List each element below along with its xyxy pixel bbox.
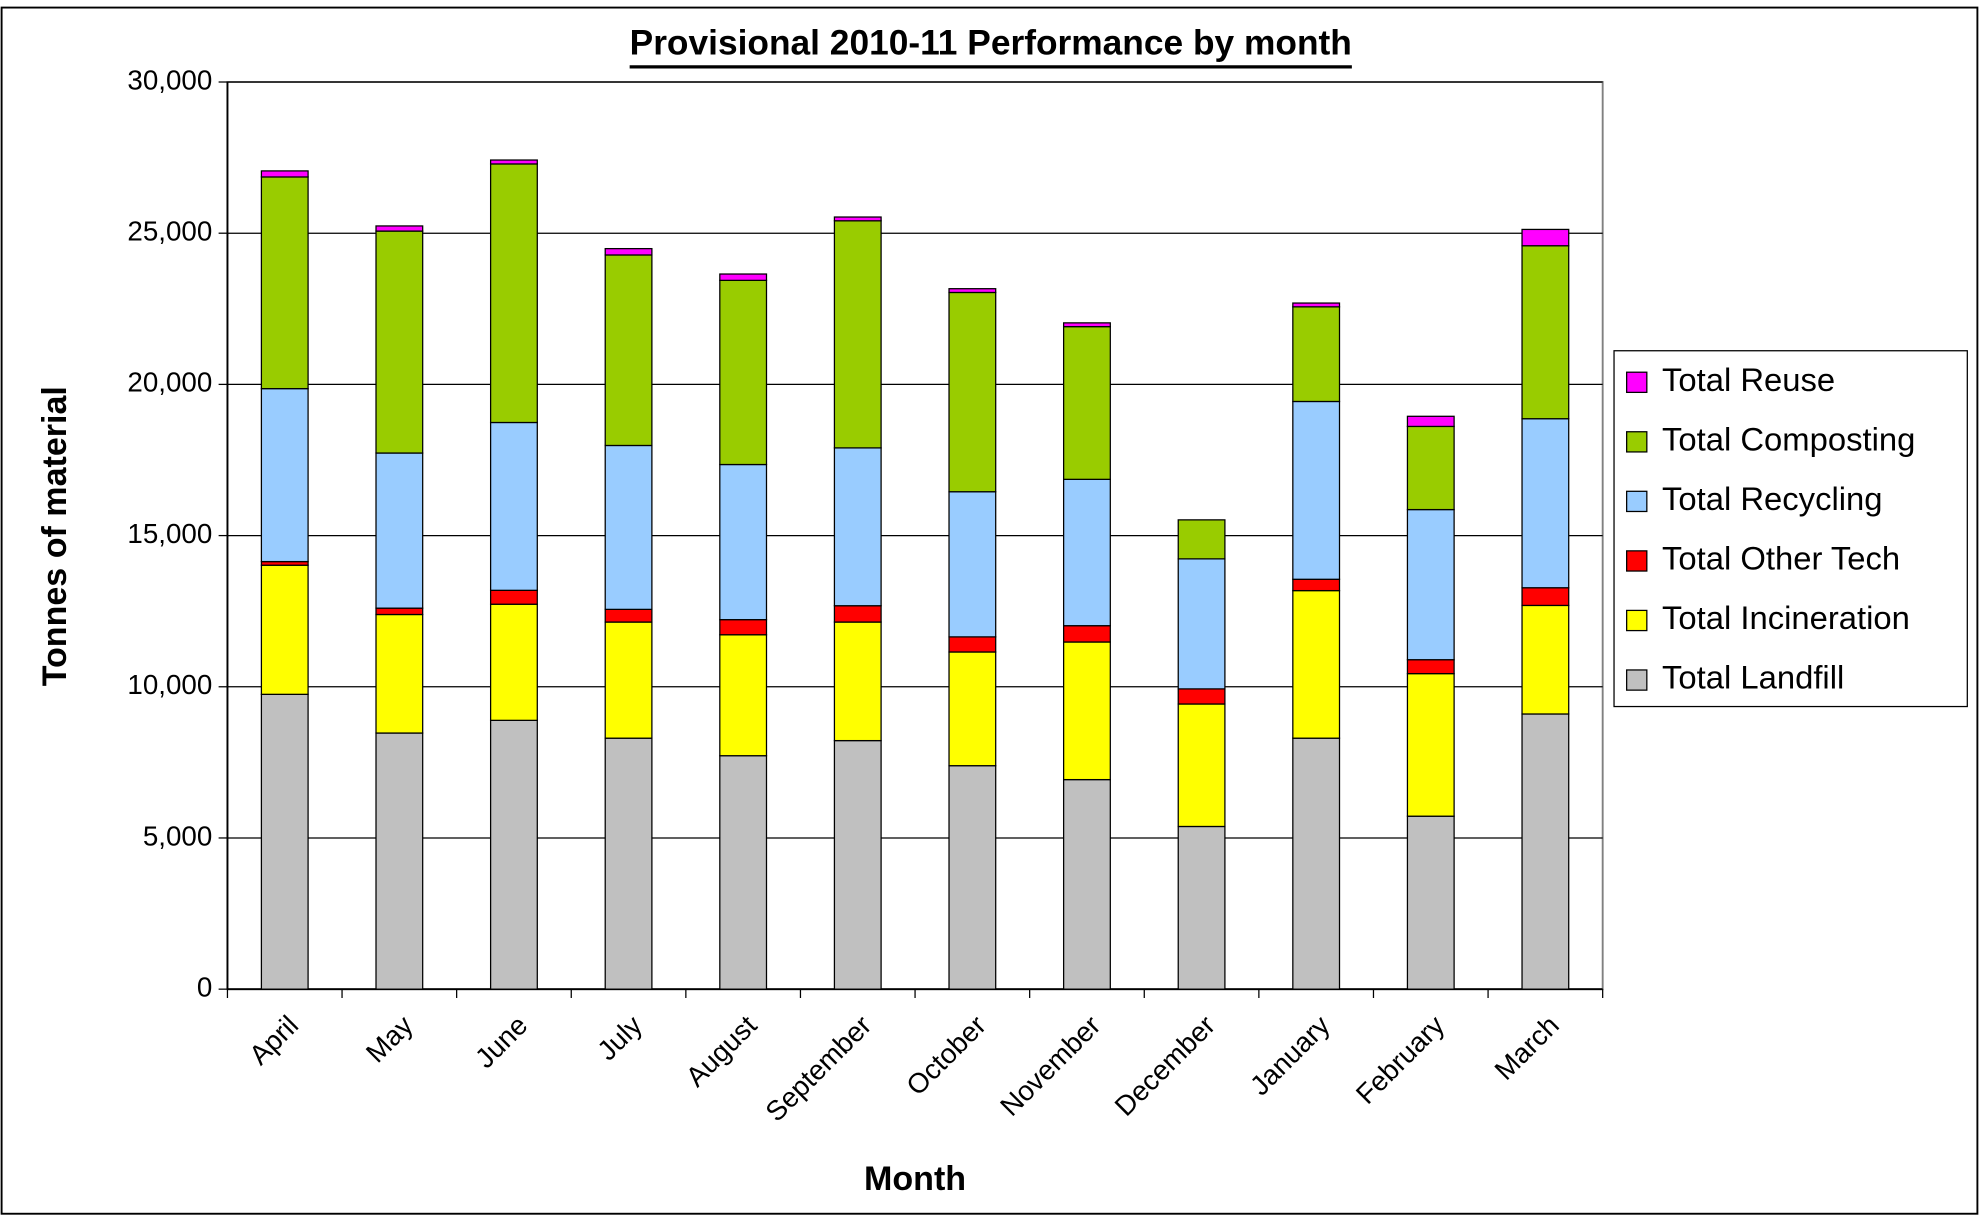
bar-segment <box>1521 245 1570 420</box>
bar-segment <box>948 651 997 767</box>
bar-segment <box>375 452 424 609</box>
y-axis-label: Tonnes of material <box>36 386 74 686</box>
bar-segment <box>1177 519 1226 560</box>
bar-segment <box>1406 508 1455 661</box>
legend-swatch <box>1626 490 1648 513</box>
bar-segment <box>604 737 653 990</box>
bar-segment <box>1292 578 1341 592</box>
bar-segment <box>260 170 309 178</box>
legend-label: Total Other Tech <box>1662 540 1900 577</box>
bar-segment <box>604 608 653 623</box>
bar-segment <box>833 447 882 607</box>
bar-segment <box>1521 418 1570 589</box>
bar-segment <box>1521 587 1570 607</box>
bar-segment <box>489 421 538 591</box>
bar-segment <box>1177 825 1226 990</box>
legend-swatch <box>1626 609 1648 632</box>
bar-segment <box>1177 558 1226 690</box>
legend-label: Total Composting <box>1662 421 1915 458</box>
legend-swatch <box>1626 431 1648 453</box>
bar-segment <box>1062 778 1111 990</box>
bar-segment <box>948 288 997 294</box>
bar-segment <box>375 230 424 454</box>
bar-segment <box>1062 625 1111 643</box>
bar-segment <box>948 636 997 653</box>
bar-segment <box>1062 478 1111 627</box>
legend-label: Total Reuse <box>1662 361 1835 398</box>
bar-segment <box>604 247 653 256</box>
x-axis-label: Month <box>864 1160 966 1198</box>
bar-segment <box>833 621 882 742</box>
bar-segment <box>1292 589 1341 739</box>
bar-segment <box>719 273 768 282</box>
legend-swatch <box>1626 371 1648 394</box>
bar-segment <box>604 254 653 447</box>
y-tick-label: 15,000 <box>127 518 212 549</box>
bar-segment <box>489 589 538 605</box>
y-tick-label: 25,000 <box>127 216 212 247</box>
bar-segment <box>719 755 768 990</box>
bar-segment <box>1292 306 1341 403</box>
bar-segment <box>375 613 424 734</box>
bar-segment <box>948 491 997 638</box>
bar-segment <box>604 621 653 739</box>
bar-segment <box>260 387 309 563</box>
bar-segment <box>1406 672 1455 817</box>
bar-segment <box>1406 425 1455 511</box>
bar-segment <box>489 719 538 990</box>
bar-segment <box>489 163 538 424</box>
bar-segment <box>1177 688 1226 705</box>
bar-segment <box>1521 228 1570 247</box>
bar-segment <box>719 634 768 757</box>
bar-segment <box>260 693 309 990</box>
bar-segment <box>1062 322 1111 328</box>
bar-segment <box>1062 326 1111 480</box>
legend-label: Total Incineration <box>1662 599 1910 636</box>
bar-segment <box>1062 641 1111 781</box>
bar-segment <box>375 732 424 990</box>
legend-label: Total Landfill <box>1662 659 1844 696</box>
bar-segment <box>375 607 424 616</box>
bar-segment <box>1292 302 1341 308</box>
legend-box <box>1613 350 1968 708</box>
bar-segment <box>833 216 882 222</box>
bar-segment <box>833 220 882 449</box>
bar-segment <box>1521 713 1570 990</box>
bar-segment <box>719 463 768 621</box>
bar-segment <box>948 765 997 990</box>
bar-segment <box>948 291 997 493</box>
bar-segment <box>1177 703 1226 828</box>
y-tick-label: 30,000 <box>127 64 212 95</box>
bar-segment <box>1406 415 1455 428</box>
bar-segment <box>260 564 309 695</box>
legend-swatch <box>1626 669 1648 691</box>
y-tick-label: 10,000 <box>127 669 212 700</box>
y-tick-label: 5,000 <box>143 820 212 851</box>
bar-segment <box>604 444 653 610</box>
bar-segment <box>260 176 309 390</box>
bar-segment <box>489 603 538 721</box>
bar-segment <box>719 619 768 636</box>
bar-segment <box>489 159 538 165</box>
bar-segment <box>719 279 768 466</box>
y-tick-label: 0 <box>197 971 212 1002</box>
bar-segment <box>1406 815 1455 990</box>
legend-swatch <box>1626 550 1648 572</box>
bar-segment <box>375 225 424 232</box>
bar-segment <box>1292 737 1341 990</box>
bar-segment <box>1292 400 1341 580</box>
legend-label: Total Recycling <box>1662 480 1883 517</box>
bar-segment <box>1406 659 1455 675</box>
bar-segment <box>1521 604 1570 715</box>
bar-segment <box>833 605 882 623</box>
chart-title: Provisional 2010-11 Performance by month <box>630 24 1352 63</box>
bar-segment <box>833 739 882 990</box>
y-tick-label: 20,000 <box>127 367 212 398</box>
